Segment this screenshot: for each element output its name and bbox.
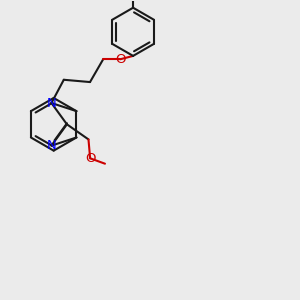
Text: O: O [115, 53, 126, 66]
Text: N: N [46, 139, 56, 152]
Text: O: O [85, 152, 95, 165]
Text: N: N [46, 97, 56, 110]
